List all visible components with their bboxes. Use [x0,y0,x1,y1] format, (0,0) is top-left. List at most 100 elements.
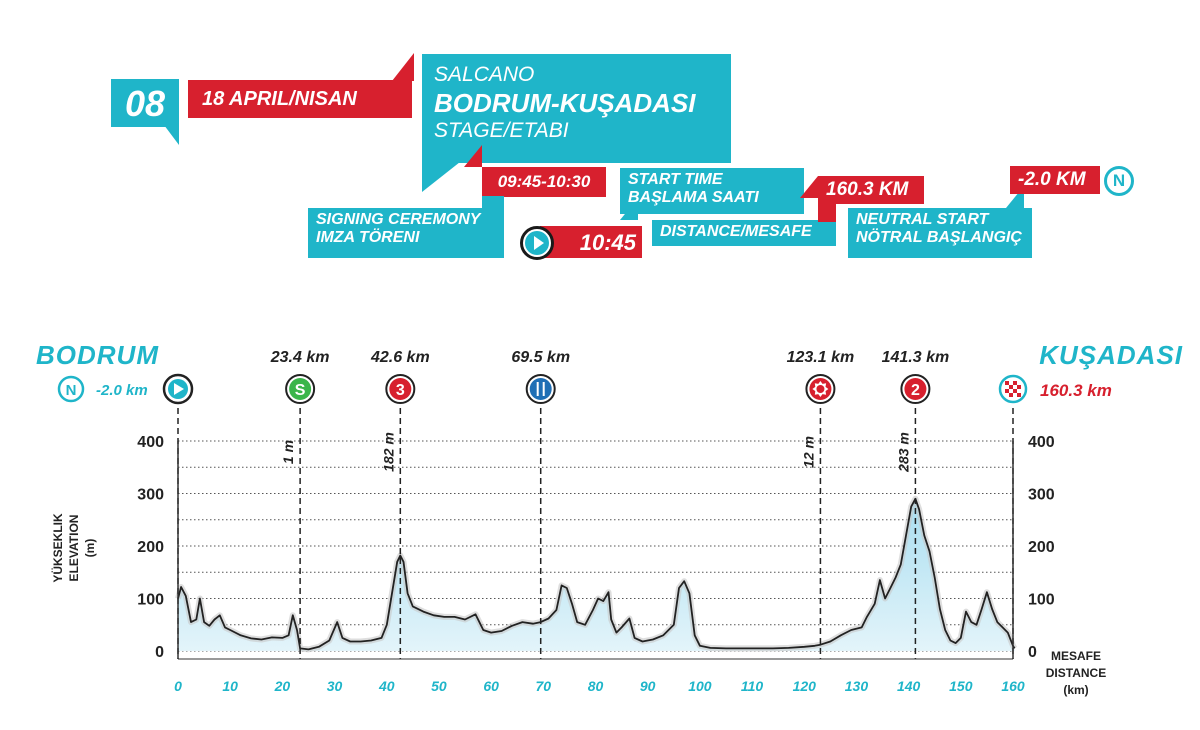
x-tick-label: 130 [845,678,869,694]
y-tick-label-right: 0 [1028,644,1037,661]
finish-check-square [1005,389,1009,393]
y-tick-label-left: 100 [137,592,164,609]
x-tick-label: 90 [640,678,656,694]
x-tick-label: 70 [536,678,552,694]
finish-icon [998,374,1028,404]
marker-elevation-label: 12 m [800,436,816,468]
neutral-start-ring [57,375,85,403]
y-tick-label-right: 200 [1028,539,1055,556]
distance-value: 160.3 KM [818,176,924,204]
signing-connector [482,196,504,210]
feed-zone-icon [525,374,556,404]
x-tick-label: 100 [688,678,712,694]
marker-km-label: 141.3 km [882,349,950,366]
elevation-area [178,498,1015,651]
signing-label-tr: IMZA TÖRENI [316,229,420,246]
y-tick-label-left: 200 [137,539,164,556]
neutral-start-icon: N [57,375,85,403]
marker-km-label: 123.1 km [787,349,855,366]
stage-badge-tail [164,125,179,145]
y-axis-label-unit: (m) [83,539,97,558]
marker-elevation-label: 182 m [380,432,396,472]
neutral-value: -2.0 KM [1010,166,1100,194]
distance-connector [818,202,836,222]
stage-title-box: SALCANO BODRUM-KUŞADASI STAGE/ETABI [422,54,731,163]
x-tick-label: 140 [897,678,921,694]
x-tick-label: 20 [274,678,291,694]
marker-icon-disc [904,378,927,400]
neutral-label: NEUTRAL START NÖTRAL BAŞLANGIÇ [848,208,1032,258]
x-tick-label: 80 [588,678,604,694]
stage-number-badge: 08 [111,79,179,127]
climb-cat3-icon: 3 [385,374,416,404]
climb-cat2-icon: 2 [900,374,931,404]
start-time: 10:45 [540,226,642,258]
signing-label-en: SIGNING CEREMONY [316,211,481,228]
bonus-sprint-icon [805,374,836,404]
x-tick-label: 110 [741,678,764,694]
start-label: START TIME BAŞLAMA SAATI [620,168,804,214]
marker-symbol: 3 [396,382,405,399]
x-axis-label-en: DISTANCE [1046,666,1106,680]
x-axis-label-unit: (km) [1063,683,1088,697]
stage-sponsor: SALCANO [434,63,535,86]
neutral-start-letter: N [66,382,77,399]
neutral-distance-label: -2.0 km [96,382,148,399]
start-icon-arrow [174,383,184,395]
x-tick-label: 60 [483,678,499,694]
elevation-line [177,497,1016,651]
marker-icon-disc [529,378,552,400]
stage-date: 18 APRIL/NISAN [188,80,412,118]
date-tail [392,53,414,81]
finish-check-square [1005,381,1009,385]
finish-check-square [1013,389,1017,393]
y-tick-label-left: 400 [137,434,164,451]
x-tick-label: 150 [949,678,973,694]
y-axis-label-tr: YÜKSEKLIK [50,513,65,583]
stage-label: STAGE/ETABI [434,119,569,142]
signing-time-tail [464,145,482,167]
x-tick-label: 0 [174,678,182,694]
start-label-en: START TIME [628,171,723,188]
y-tick-label-right: 100 [1028,592,1055,609]
start-city-label: BODRUM [36,340,159,370]
finish-check-square [1009,393,1013,397]
stage-route: BODRUM-KUŞADASI [434,88,696,118]
neutral-label-en: NEUTRAL START [856,211,989,228]
finish-distance-label: 160.3 km [1040,381,1112,400]
y-tick-label-right: 400 [1028,434,1055,451]
marker-km-label: 42.6 km [370,349,430,366]
marker-icon-disc [389,378,412,400]
start-icon [162,373,194,405]
start-play-icon [520,226,554,260]
finish-check-square [1009,385,1013,389]
marker-km-label: 69.5 km [511,349,570,366]
x-tick-label: 10 [222,678,238,694]
marker-symbol: S [295,382,306,399]
start-label-tr: BAŞLAMA SAATI [628,189,759,206]
y-tick-label-left: 0 [155,644,164,661]
finish-check-square [1013,381,1017,385]
x-tick-label: 160 [1001,678,1025,694]
y-tick-label-left: 300 [137,487,164,504]
marker-elevation-label: 283 m [895,432,911,473]
marker-symbol: 2 [911,382,920,399]
x-tick-label: 50 [431,678,447,694]
marker-icon-disc [289,378,312,400]
x-tick-label: 30 [327,678,343,694]
x-axis-label-tr: MESAFE [1051,649,1101,663]
signing-label: SIGNING CEREMONY IMZA TÖRENI [308,208,504,258]
title-tail [422,162,460,192]
finish-city-label: KUŞADASI [1039,340,1183,370]
bonus-star-center [816,385,825,393]
marker-km-label: 23.4 km [270,349,330,366]
y-axis-label-en: ELEVATION [67,515,81,582]
finish-check-square [1017,385,1021,389]
distance-label: DISTANCE/MESAFE [652,220,836,246]
x-tick-label: 120 [793,678,817,694]
neutral-icon: N [1104,166,1134,196]
neutral-label-tr: NÖTRAL BAŞLANGIÇ [856,229,1022,246]
signing-time: 09:45-10:30 [482,167,606,197]
marker-elevation-label: 1 m [280,440,296,464]
